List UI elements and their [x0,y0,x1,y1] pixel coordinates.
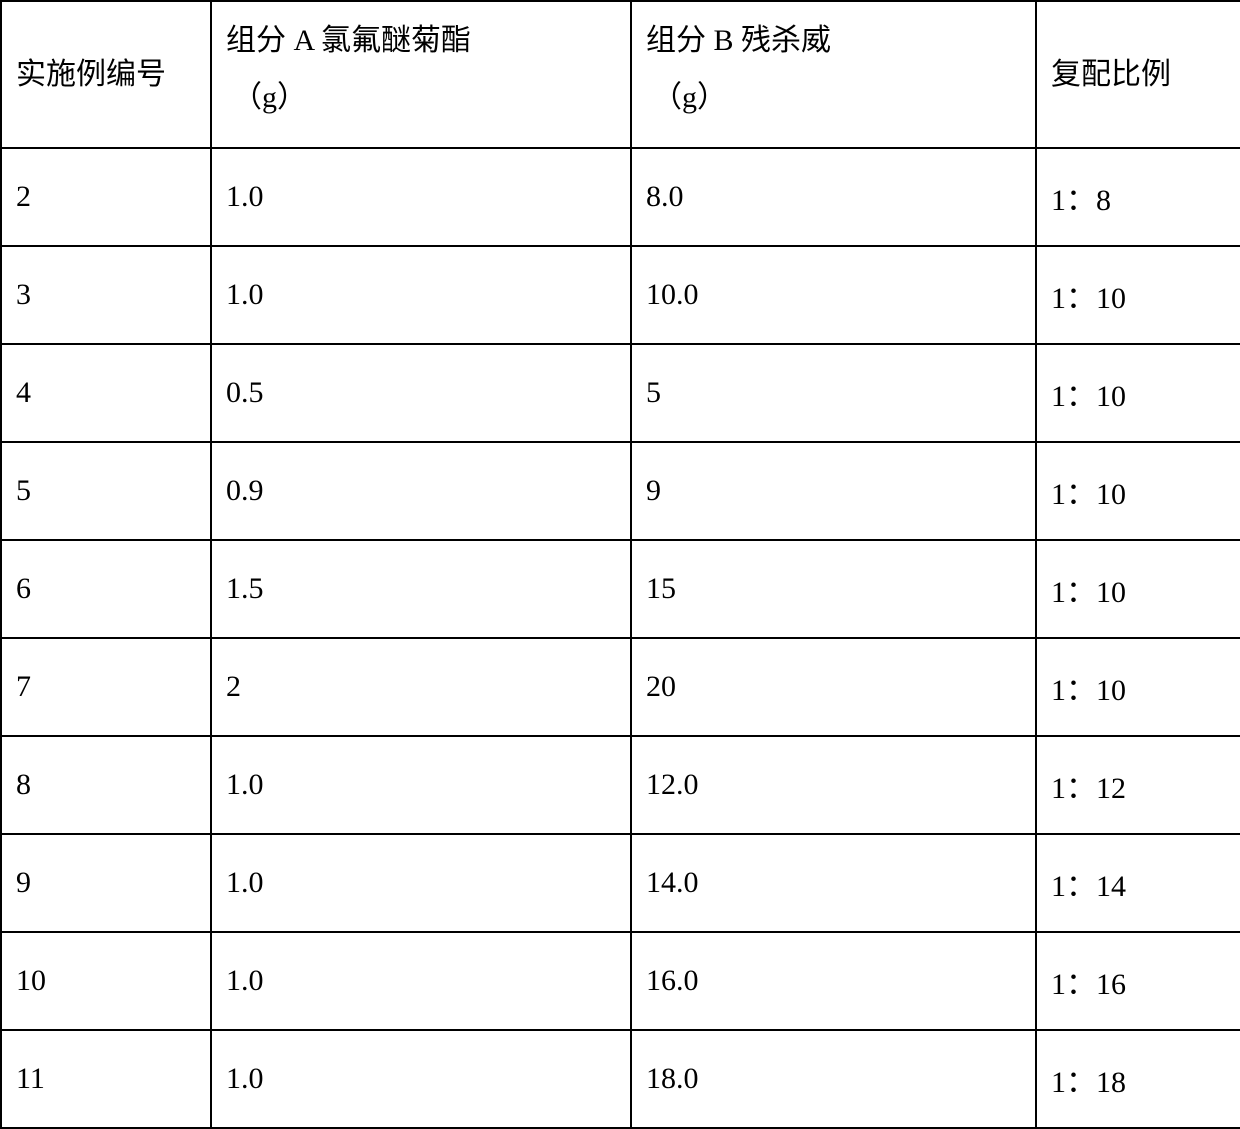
cell-ratio: 1：12 [1036,736,1240,834]
cell-component-a: 2 [211,638,631,736]
column-header-example-no: 实施例编号 [1,1,211,148]
cell-component-a: 1.0 [211,246,631,344]
cell-example-no: 7 [1,638,211,736]
cell-component-b: 20 [631,638,1036,736]
cell-component-b: 5 [631,344,1036,442]
cell-ratio: 1：10 [1036,442,1240,540]
cell-ratio: 1：10 [1036,638,1240,736]
cell-example-no: 9 [1,834,211,932]
table-row: 6 1.5 15 1：10 [1,540,1240,638]
header-text: 组分 A 氯氟醚菊酯 [226,12,616,69]
cell-example-no: 6 [1,540,211,638]
cell-ratio: 1：10 [1036,344,1240,442]
cell-component-a: 1.0 [211,148,631,246]
cell-component-a: 1.0 [211,736,631,834]
table-header-row: 实施例编号 组分 A 氯氟醚菊酯 （g） 组分 B 残杀威 （g） 复配比例 [1,1,1240,148]
cell-example-no: 2 [1,148,211,246]
cell-component-b: 9 [631,442,1036,540]
table-row: 3 1.0 10.0 1：10 [1,246,1240,344]
header-text: （g） [646,69,1021,126]
header-text: 实施例编号 [16,46,196,103]
cell-ratio: 1：10 [1036,540,1240,638]
cell-example-no: 10 [1,932,211,1030]
cell-component-b: 8.0 [631,148,1036,246]
cell-ratio: 1：8 [1036,148,1240,246]
table-body: 2 1.0 8.0 1：8 3 1.0 10.0 1：10 4 0.5 5 1：… [1,148,1240,1128]
cell-component-a: 0.9 [211,442,631,540]
cell-ratio: 1：10 [1036,246,1240,344]
table-row: 5 0.9 9 1：10 [1,442,1240,540]
cell-example-no: 4 [1,344,211,442]
cell-component-b: 16.0 [631,932,1036,1030]
column-header-ratio: 复配比例 [1036,1,1240,148]
cell-component-a: 1.0 [211,932,631,1030]
cell-ratio: 1：16 [1036,932,1240,1030]
cell-component-b: 12.0 [631,736,1036,834]
table-row: 7 2 20 1：10 [1,638,1240,736]
data-table-container: 实施例编号 组分 A 氯氟醚菊酯 （g） 组分 B 残杀威 （g） 复配比例 2… [0,0,1240,1129]
header-text: 复配比例 [1051,46,1226,103]
cell-ratio: 1：14 [1036,834,1240,932]
cell-example-no: 8 [1,736,211,834]
cell-component-b: 14.0 [631,834,1036,932]
table-row: 11 1.0 18.0 1：18 [1,1030,1240,1128]
cell-component-a: 1.0 [211,834,631,932]
header-text: 组分 B 残杀威 [646,12,1021,69]
cell-component-a: 1.5 [211,540,631,638]
table-row: 9 1.0 14.0 1：14 [1,834,1240,932]
table-row: 10 1.0 16.0 1：16 [1,932,1240,1030]
cell-example-no: 3 [1,246,211,344]
data-table: 实施例编号 组分 A 氯氟醚菊酯 （g） 组分 B 残杀威 （g） 复配比例 2… [0,0,1240,1129]
cell-example-no: 5 [1,442,211,540]
column-header-component-a: 组分 A 氯氟醚菊酯 （g） [211,1,631,148]
cell-component-b: 18.0 [631,1030,1036,1128]
table-row: 2 1.0 8.0 1：8 [1,148,1240,246]
table-row: 8 1.0 12.0 1：12 [1,736,1240,834]
column-header-component-b: 组分 B 残杀威 （g） [631,1,1036,148]
cell-component-a: 1.0 [211,1030,631,1128]
header-text: （g） [226,69,616,126]
cell-component-b: 10.0 [631,246,1036,344]
table-row: 4 0.5 5 1：10 [1,344,1240,442]
cell-ratio: 1：18 [1036,1030,1240,1128]
cell-component-a: 0.5 [211,344,631,442]
cell-example-no: 11 [1,1030,211,1128]
cell-component-b: 15 [631,540,1036,638]
